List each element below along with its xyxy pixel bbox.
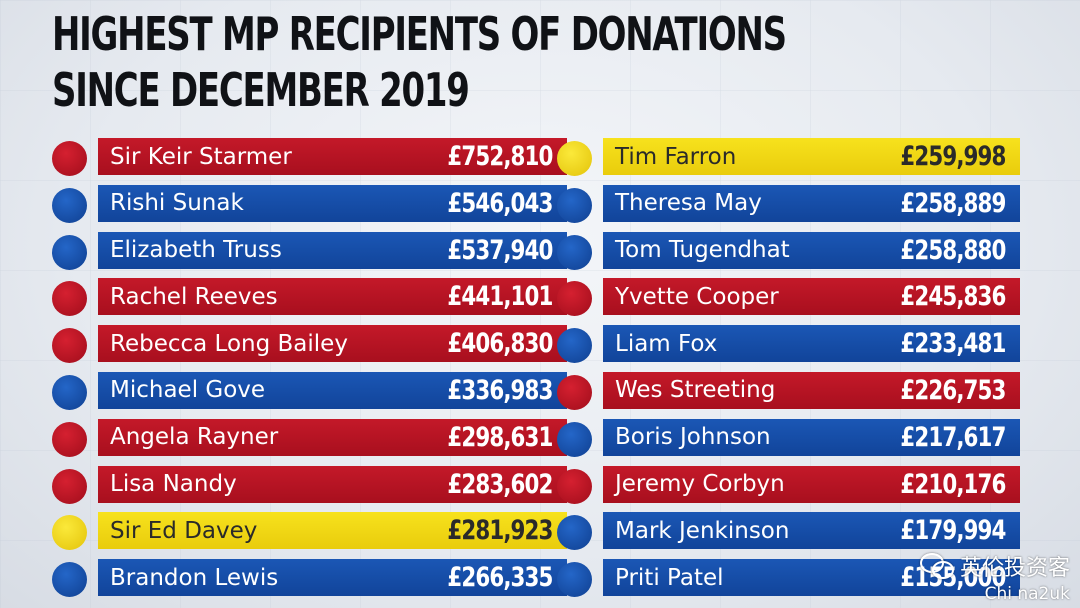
- donation-amount: £336,983: [447, 374, 554, 406]
- donation-amount: £537,940: [447, 234, 554, 266]
- mp-name: Tim Farron: [615, 143, 737, 170]
- mp-name: Lisa Nandy: [110, 471, 237, 498]
- donation-bar: Brandon Lewis £266,335: [98, 559, 567, 597]
- donation-amount: £155,000: [900, 562, 1007, 594]
- mp-name: Wes Streeting: [615, 377, 776, 404]
- donation-bar: Lisa Nandy £283,602: [98, 465, 567, 503]
- donation-amount: £259,998: [900, 141, 1007, 172]
- donation-amount: £441,101: [447, 281, 554, 313]
- donation-bar: Rishi Sunak £546,043: [98, 184, 567, 222]
- donation-bar: Michael Gove £336,983: [98, 371, 567, 409]
- party-dot-icon: [52, 374, 87, 410]
- donation-bar: Wes Streeting £226,753: [603, 371, 1020, 409]
- mp-name: Tom Tugendhat: [615, 237, 790, 264]
- party-dot-icon: [557, 562, 592, 598]
- mp-name: Priti Patel: [615, 564, 724, 591]
- party-dot-icon: [557, 328, 592, 364]
- party-dot-icon: [52, 421, 87, 457]
- donation-amount: £226,753: [900, 374, 1007, 406]
- donation-bar: Jeremy Corbyn £210,176: [603, 465, 1020, 503]
- donation-bar: Liam Fox £233,481: [603, 325, 1020, 363]
- party-dot-icon: [557, 187, 592, 223]
- donation-bar: Rebecca Long Bailey £406,830: [98, 325, 567, 363]
- party-dot-icon: [52, 515, 87, 551]
- mp-name: Jeremy Corbyn: [615, 471, 785, 498]
- donation-bar: Boris Johnson £217,617: [603, 418, 1020, 456]
- mp-name: Sir Ed Davey: [110, 517, 258, 544]
- donation-amount: £298,631: [447, 421, 554, 453]
- party-dot-icon: [557, 234, 592, 270]
- donation-amount: £245,836: [900, 281, 1007, 313]
- donation-bar: Yvette Cooper £245,836: [603, 278, 1020, 316]
- party-dot-icon: [52, 281, 87, 317]
- donation-bar: Tim Farron £259,998: [603, 138, 1020, 175]
- donation-bar: Theresa May £258,889: [603, 184, 1020, 222]
- mp-name: Theresa May: [615, 190, 762, 217]
- donation-bar: Rachel Reeves £441,101: [98, 278, 567, 316]
- donation-amount: £217,617: [900, 421, 1007, 453]
- mp-name: Rachel Reeves: [110, 283, 278, 310]
- mp-name: Elizabeth Truss: [110, 237, 282, 264]
- donation-amount: £233,481: [900, 328, 1007, 360]
- title-line-1: HIGHEST MP RECIPIENTS OF DONATIONS: [52, 7, 787, 61]
- party-dot-icon: [557, 141, 592, 176]
- title-line-2: SINCE DECEMBER 2019: [52, 63, 470, 117]
- mp-name: Angela Rayner: [110, 424, 279, 451]
- donation-amount: £752,810: [447, 141, 554, 172]
- donation-amount: £179,994: [900, 515, 1007, 547]
- donation-amount: £266,335: [447, 562, 554, 594]
- party-dot-icon: [52, 141, 87, 176]
- donation-bar: Tom Tugendhat £258,880: [603, 231, 1020, 269]
- mp-name: Rebecca Long Bailey: [110, 330, 348, 357]
- mp-name: Brandon Lewis: [110, 564, 279, 591]
- party-dot-icon: [52, 468, 87, 504]
- mp-name: Mark Jenkinson: [615, 517, 790, 544]
- party-dot-icon: [557, 515, 592, 551]
- party-dot-icon: [557, 421, 592, 457]
- donation-bar: Elizabeth Truss £537,940: [98, 231, 567, 269]
- party-dot-icon: [557, 468, 592, 504]
- party-dot-icon: [557, 374, 592, 410]
- party-dot-icon: [52, 562, 87, 598]
- page-title: HIGHEST MP RECIPIENTS OF DONATIONS SINCE…: [52, 6, 787, 118]
- donation-amount: £258,889: [900, 187, 1007, 219]
- mp-name: Sir Keir Starmer: [110, 143, 292, 170]
- mp-name: Boris Johnson: [615, 424, 771, 451]
- party-dot-icon: [52, 328, 87, 364]
- party-dot-icon: [52, 187, 87, 223]
- donation-amount: £546,043: [447, 187, 554, 219]
- donation-amount: £281,923: [447, 515, 554, 547]
- donation-bar: Sir Keir Starmer £752,810: [98, 138, 567, 175]
- donation-amount: £210,176: [900, 468, 1007, 500]
- donation-bar: Angela Rayner £298,631: [98, 418, 567, 456]
- donation-bar: Sir Ed Davey £281,923: [98, 512, 567, 550]
- mp-name: Liam Fox: [615, 330, 718, 357]
- donation-amount: £406,830: [447, 328, 554, 360]
- donation-amount: £258,880: [900, 234, 1007, 266]
- party-dot-icon: [557, 281, 592, 317]
- donation-bar: Mark Jenkinson £179,994: [603, 512, 1020, 550]
- donation-amount: £283,602: [447, 468, 554, 500]
- mp-name: Michael Gove: [110, 377, 266, 404]
- party-dot-icon: [52, 234, 87, 270]
- donation-bar: Priti Patel £155,000: [603, 559, 1020, 597]
- mp-name: Rishi Sunak: [110, 190, 244, 217]
- mp-name: Yvette Cooper: [615, 283, 779, 310]
